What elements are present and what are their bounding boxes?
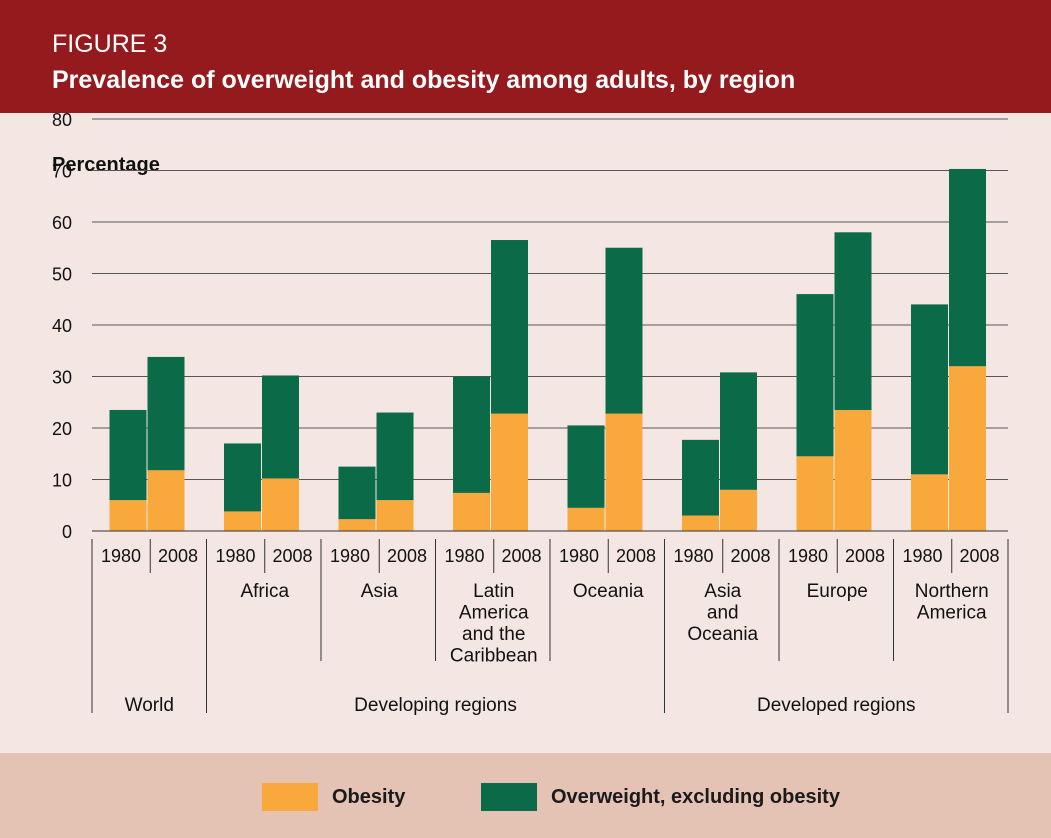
bar-obesity-oceania-2008 <box>605 413 643 531</box>
bar-obesity-asia-2008 <box>376 500 414 531</box>
region-label-7-1: America <box>917 603 987 624</box>
year-label-5-1980: 1980 <box>673 546 713 566</box>
bar-obesity-africa-1980 <box>224 511 261 531</box>
year-label-0-2008: 2008 <box>158 546 198 566</box>
bar-obesity-latin-america-and-the-caribbean-2008 <box>491 413 528 531</box>
bar-overweight-africa-1980 <box>224 443 261 512</box>
y-tick-label-80: 80 <box>52 113 72 130</box>
bar-obesity-asia-and-oceania-2008 <box>720 489 757 531</box>
year-label-7-1980: 1980 <box>902 546 942 566</box>
region-label-3-1: America <box>459 603 529 624</box>
year-label-5-2008: 2008 <box>730 546 770 566</box>
group-label-developing-regions: Developing regions <box>354 695 517 716</box>
bar-obesity-europe-1980 <box>796 456 834 531</box>
group-label-developed-regions: Developed regions <box>757 695 915 716</box>
bar-overweight-world-2008 <box>147 356 185 471</box>
year-label-4-1980: 1980 <box>559 546 599 566</box>
y-tick-label-40: 40 <box>52 316 72 336</box>
group-label-world: World <box>125 695 174 716</box>
region-label-4-0: Oceania <box>573 581 644 602</box>
figure-label: FIGURE 3 <box>52 30 168 58</box>
bar-overweight-asia-and-oceania-1980 <box>682 439 719 516</box>
chart-title: Prevalence of overweight and obesity amo… <box>52 66 796 94</box>
region-label-5-1: and <box>707 603 739 624</box>
bar-overweight-europe-2008 <box>834 232 872 410</box>
bar-obesity-northern-america-1980 <box>911 474 948 531</box>
region-label-3-2: and the <box>462 624 525 645</box>
bar-obesity-asia-and-oceania-1980 <box>682 515 719 531</box>
bar-overweight-oceania-2008 <box>605 247 643 414</box>
bar-overweight-northern-america-1980 <box>911 304 948 475</box>
bar-obesity-world-2008 <box>147 470 185 531</box>
y-tick-label-50: 50 <box>52 265 72 285</box>
bar-obesity-asia-1980 <box>338 519 376 531</box>
bar-obesity-europe-2008 <box>834 409 872 531</box>
bar-overweight-asia-1980 <box>338 466 376 520</box>
legend-label-overweight: Overweight, excluding obesity <box>551 785 840 808</box>
bar-obesity-world-1980 <box>109 500 147 531</box>
bar-overweight-latin-america-and-the-caribbean-1980 <box>453 376 490 493</box>
region-label-5-2: Oceania <box>687 624 758 645</box>
bar-overweight-africa-2008 <box>262 375 299 479</box>
y-tick-label-10: 10 <box>52 471 72 491</box>
region-label-2-0: Asia <box>361 581 398 602</box>
legend-item-overweight: Overweight, excluding obesity <box>481 783 840 811</box>
legend-swatch-obesity <box>262 783 318 811</box>
year-label-0-1980: 1980 <box>101 546 141 566</box>
year-label-6-2008: 2008 <box>845 546 885 566</box>
bar-overweight-world-1980 <box>109 409 147 501</box>
y-tick-label-0: 0 <box>62 522 72 542</box>
bar-overweight-asia-2008 <box>376 412 414 501</box>
region-label-3-3: Caribbean <box>450 646 538 667</box>
year-label-3-1980: 1980 <box>444 546 484 566</box>
year-label-7-2008: 2008 <box>959 546 999 566</box>
y-tick-label-20: 20 <box>52 419 72 439</box>
year-label-1-1980: 1980 <box>215 546 255 566</box>
y-tick-label-60: 60 <box>52 213 72 233</box>
bar-obesity-oceania-1980 <box>567 507 605 531</box>
legend-swatch-overweight <box>481 783 537 811</box>
year-label-6-1980: 1980 <box>788 546 828 566</box>
year-label-4-2008: 2008 <box>616 546 656 566</box>
y-tick-label-30: 30 <box>52 368 72 388</box>
bar-obesity-latin-america-and-the-caribbean-1980 <box>453 492 490 531</box>
bar-obesity-northern-america-2008 <box>949 366 986 531</box>
bar-overweight-latin-america-and-the-caribbean-2008 <box>491 240 528 414</box>
y-tick-label-70: 70 <box>52 162 72 182</box>
bar-overweight-europe-1980 <box>796 294 834 457</box>
figure-header: FIGURE 3 Prevalence of overweight and ob… <box>0 0 1051 113</box>
year-label-2-2008: 2008 <box>387 546 427 566</box>
bar-overweight-oceania-1980 <box>567 425 605 508</box>
region-label-6-0: Europe <box>807 581 868 602</box>
legend-label-obesity: Obesity <box>332 785 406 808</box>
bar-obesity-africa-2008 <box>262 478 299 531</box>
region-label-5-0: Asia <box>704 581 741 602</box>
region-label-3-0: Latin <box>473 581 514 602</box>
year-label-1-2008: 2008 <box>272 546 312 566</box>
year-label-3-2008: 2008 <box>501 546 541 566</box>
bar-overweight-northern-america-2008 <box>949 168 986 367</box>
region-label-1-0: Africa <box>240 581 289 602</box>
legend-item-obesity: Obesity <box>262 783 405 811</box>
region-label-7-0: Northern <box>915 581 989 602</box>
year-label-2-1980: 1980 <box>330 546 370 566</box>
bar-overweight-asia-and-oceania-2008 <box>720 372 757 490</box>
